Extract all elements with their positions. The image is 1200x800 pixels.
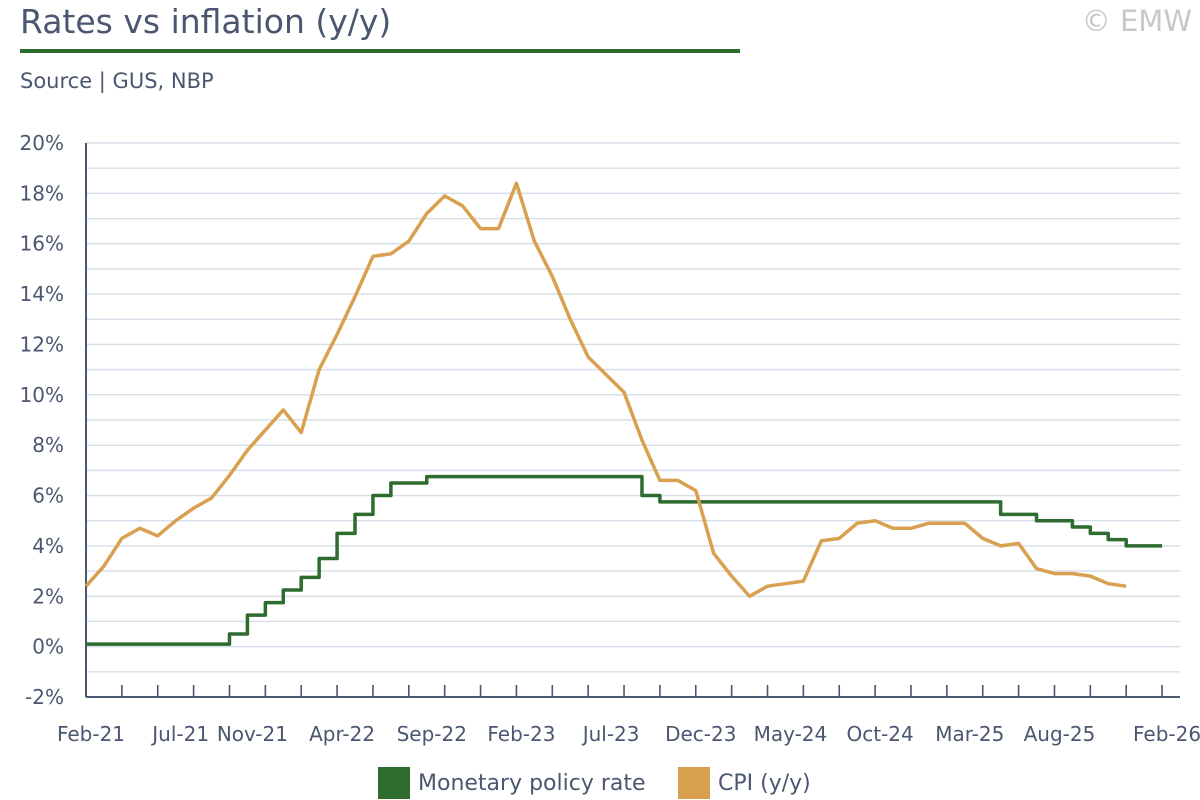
x-tick-label: Oct-24 (846, 722, 913, 746)
legend-item-cpi: CPI (y/y) (678, 766, 811, 800)
x-tick-label: Nov-21 (217, 722, 288, 746)
series-lines (84, 181, 1163, 646)
legend-label-policy-rate: Monetary policy rate (418, 770, 646, 796)
y-tick-label: 14% (20, 282, 64, 306)
x-tick-label: Mar-25 (935, 722, 1004, 746)
legend-item-policy-rate: Monetary policy rate (378, 766, 646, 800)
x-tick-label: Apr-22 (309, 722, 375, 746)
x-tick-label: Feb-23 (487, 722, 555, 746)
chart-plot: -2% 0% 2% 4% 6% 8% 10% 12% 14% 16% 18% 20% Feb-21 Ju… (20, 131, 1200, 746)
policy-rate-line (86, 474, 1163, 646)
y-tick-label: 6% (32, 484, 64, 508)
legend-swatch-policy-rate (378, 767, 410, 799)
y-tick-label: 10% (20, 383, 64, 407)
x-tick-label: May-24 (754, 722, 828, 746)
x-tick-label: Jul-21 (150, 722, 209, 746)
legend-swatch-cpi (678, 767, 710, 799)
y-tick-label: 20% (20, 131, 64, 155)
x-tick-label: Feb-21 (57, 722, 125, 746)
x-tick-label: Aug-25 (1024, 722, 1096, 746)
y-tick-label: 4% (32, 534, 64, 558)
x-tick-label: Sep-22 (397, 722, 467, 746)
x-axis: Feb-21 Jul-21 Nov-21 Apr-22 Sep-22 Feb-23 Jul-… (57, 685, 1200, 746)
copyright-mark: © EMW (1081, 4, 1192, 38)
y-tick-label: 18% (20, 181, 64, 205)
chart-title: Rates vs inflation (y/y) (20, 2, 392, 41)
y-tick-label: 2% (32, 584, 64, 608)
title-underline (20, 49, 740, 53)
y-tick-label: 8% (32, 433, 64, 457)
x-tick-label: Dec-23 (665, 722, 736, 746)
y-tick-label: -2% (25, 685, 64, 709)
x-tick-label: Feb-26 (1133, 722, 1200, 746)
y-tick-label: 0% (32, 635, 64, 659)
cpi-line (84, 181, 1127, 599)
y-axis: -2% 0% 2% 4% 6% 8% 10% 12% 14% 16% 18% 20% (20, 131, 87, 709)
gridlines (86, 142, 1180, 698)
legend-label-cpi: CPI (y/y) (718, 770, 811, 796)
chart-source: Source | GUS, NBP (20, 69, 214, 93)
x-tick-label: Jul-23 (581, 722, 640, 746)
y-tick-label: 12% (20, 332, 64, 356)
y-tick-label: 16% (20, 232, 64, 256)
legend: Monetary policy rate CPI (y/y) (0, 762, 1200, 800)
